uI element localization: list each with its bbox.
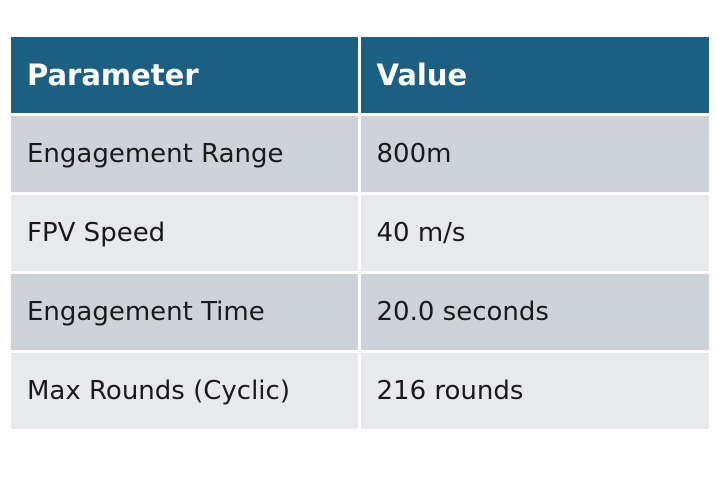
table-row: FPV Speed 40 m/s <box>11 192 709 273</box>
parameter-cell: Max Rounds (Cyclic) <box>11 350 359 429</box>
parameter-cell: Engagement Time <box>11 271 359 352</box>
parameter-cell: Engagement Range <box>11 113 359 194</box>
table-row: Engagement Time 20.0 seconds <box>11 271 709 352</box>
table-row: Max Rounds (Cyclic) 216 rounds <box>11 350 709 429</box>
value-cell: 20.0 seconds <box>357 271 709 352</box>
value-cell: 216 rounds <box>357 350 709 429</box>
table-header-row: Parameter Value <box>11 37 709 116</box>
header-parameter: Parameter <box>11 37 359 116</box>
value-cell: 800m <box>357 113 709 194</box>
parameter-table-container: Parameter Value Engagement Range 800m FP… <box>11 37 709 429</box>
table-row: Engagement Range 800m <box>11 113 709 194</box>
parameter-table: Parameter Value Engagement Range 800m FP… <box>11 37 709 429</box>
parameter-cell: FPV Speed <box>11 192 359 273</box>
header-value: Value <box>357 37 709 116</box>
value-cell: 40 m/s <box>357 192 709 273</box>
